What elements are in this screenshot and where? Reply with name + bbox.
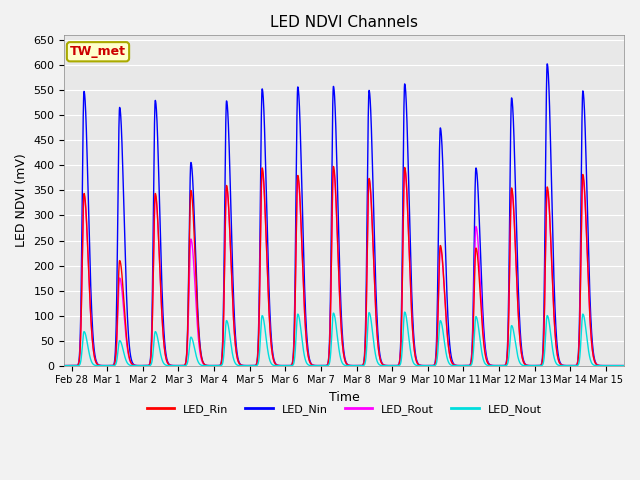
LED_Nout bbox=[276, 363, 284, 369]
LED_Rin bbox=[427, 363, 435, 369]
LED_Rout bbox=[427, 363, 435, 369]
LED_Rout bbox=[524, 362, 531, 368]
LED_Rin bbox=[330, 164, 337, 169]
Title: LED NDVI Channels: LED NDVI Channels bbox=[270, 15, 418, 30]
LED_Nout bbox=[524, 363, 531, 369]
LED_Nin bbox=[398, 270, 406, 276]
Legend: LED_Rin, LED_Nin, LED_Rout, LED_Nout: LED_Rin, LED_Nin, LED_Rout, LED_Nout bbox=[142, 400, 546, 420]
LED_Nin bbox=[427, 363, 435, 369]
LED_Rin bbox=[276, 363, 284, 369]
LED_Rin bbox=[163, 358, 170, 363]
LED_Nout bbox=[623, 363, 631, 369]
LED_Rin bbox=[61, 363, 68, 369]
LED_Nin bbox=[481, 336, 488, 341]
LED_Nin bbox=[543, 61, 551, 67]
LED_Nin bbox=[276, 363, 284, 369]
LED_Rout bbox=[398, 298, 406, 304]
LED_Nin bbox=[623, 363, 631, 369]
LED_Nin bbox=[163, 355, 170, 361]
LED_Rout bbox=[163, 358, 170, 364]
LED_Rout bbox=[276, 363, 284, 369]
LED_Rout bbox=[401, 167, 408, 172]
LED_Nout bbox=[481, 360, 488, 366]
LED_Nout bbox=[163, 362, 170, 368]
X-axis label: Time: Time bbox=[329, 391, 360, 404]
Line: LED_Nin: LED_Nin bbox=[65, 64, 627, 366]
LED_Nout bbox=[401, 309, 408, 315]
Y-axis label: LED NDVI (mV): LED NDVI (mV) bbox=[15, 154, 28, 247]
LED_Rout bbox=[61, 363, 68, 369]
LED_Nin bbox=[524, 362, 531, 368]
LED_Rin bbox=[623, 363, 631, 369]
LED_Rin bbox=[398, 291, 406, 297]
LED_Rin bbox=[481, 348, 488, 353]
LED_Nout bbox=[427, 363, 435, 369]
Line: LED_Rout: LED_Rout bbox=[65, 169, 627, 366]
Line: LED_Nout: LED_Nout bbox=[65, 312, 627, 366]
LED_Nin bbox=[61, 363, 68, 369]
LED_Rout bbox=[623, 363, 631, 369]
LED_Rin bbox=[524, 362, 531, 368]
LED_Rout bbox=[481, 345, 488, 350]
Text: TW_met: TW_met bbox=[70, 45, 126, 58]
Line: LED_Rin: LED_Rin bbox=[65, 167, 627, 366]
LED_Nout bbox=[61, 363, 68, 369]
LED_Nout bbox=[398, 349, 406, 355]
